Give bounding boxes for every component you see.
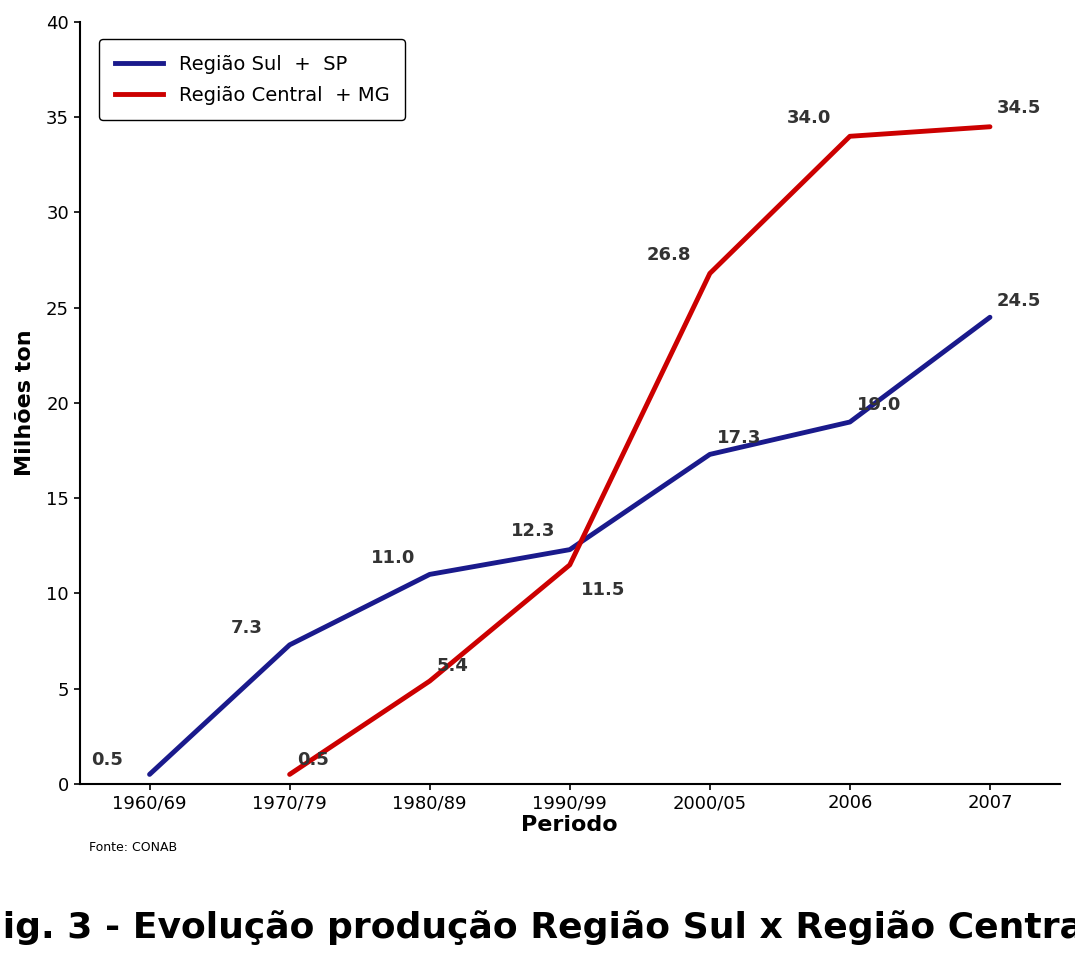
Y-axis label: Milhões ton: Milhões ton	[15, 330, 35, 476]
Text: 5.4: 5.4	[436, 657, 469, 676]
Text: 34.5: 34.5	[997, 99, 1042, 118]
X-axis label: Periodo: Periodo	[521, 816, 618, 835]
Text: 0.5: 0.5	[90, 751, 123, 768]
Text: 11.5: 11.5	[580, 581, 626, 600]
Text: 34.0: 34.0	[787, 109, 831, 126]
Text: 24.5: 24.5	[997, 292, 1042, 309]
Text: 7.3: 7.3	[231, 619, 262, 637]
Legend: Região Sul  +  SP, Região Central  + MG: Região Sul + SP, Região Central + MG	[99, 40, 405, 120]
Text: 0.5: 0.5	[297, 751, 329, 768]
Text: Fonte: CONAB: Fonte: CONAB	[89, 841, 177, 854]
Text: 19.0: 19.0	[857, 396, 901, 415]
Text: 26.8: 26.8	[647, 246, 691, 264]
Text: 17.3: 17.3	[717, 429, 761, 446]
Text: Fig. 3 - Evolução produção Região Sul x Região Central: Fig. 3 - Evolução produção Região Sul x …	[0, 910, 1075, 945]
Text: 12.3: 12.3	[511, 522, 556, 540]
Text: 11.0: 11.0	[371, 549, 415, 567]
